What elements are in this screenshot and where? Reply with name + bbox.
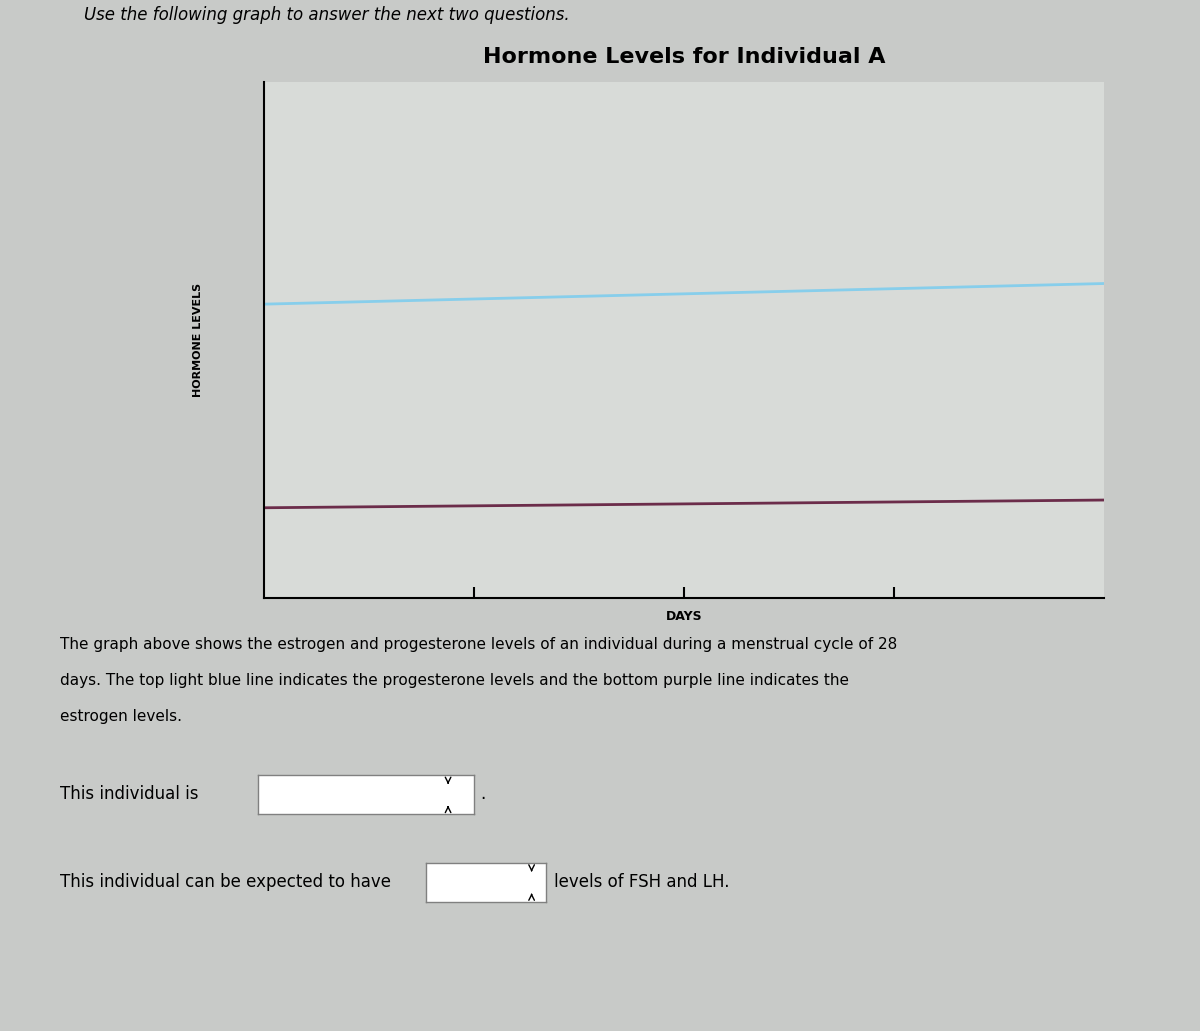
Text: Hormone Levels for Individual A: Hormone Levels for Individual A (482, 46, 886, 67)
Text: estrogen levels.: estrogen levels. (60, 709, 182, 724)
Text: The graph above shows the estrogen and progesterone levels of an individual duri: The graph above shows the estrogen and p… (60, 637, 898, 652)
Text: This individual is: This individual is (60, 785, 198, 803)
Text: HORMONE LEVELS: HORMONE LEVELS (193, 284, 203, 397)
X-axis label: DAYS: DAYS (666, 609, 702, 623)
Text: Use the following graph to answer the next two questions.: Use the following graph to answer the ne… (84, 6, 570, 25)
Text: .: . (480, 785, 485, 803)
Text: levels of FSH and LH.: levels of FSH and LH. (554, 872, 730, 891)
Text: This individual can be expected to have: This individual can be expected to have (60, 872, 391, 891)
Text: days. The top light blue line indicates the progesterone levels and the bottom p: days. The top light blue line indicates … (60, 673, 850, 688)
